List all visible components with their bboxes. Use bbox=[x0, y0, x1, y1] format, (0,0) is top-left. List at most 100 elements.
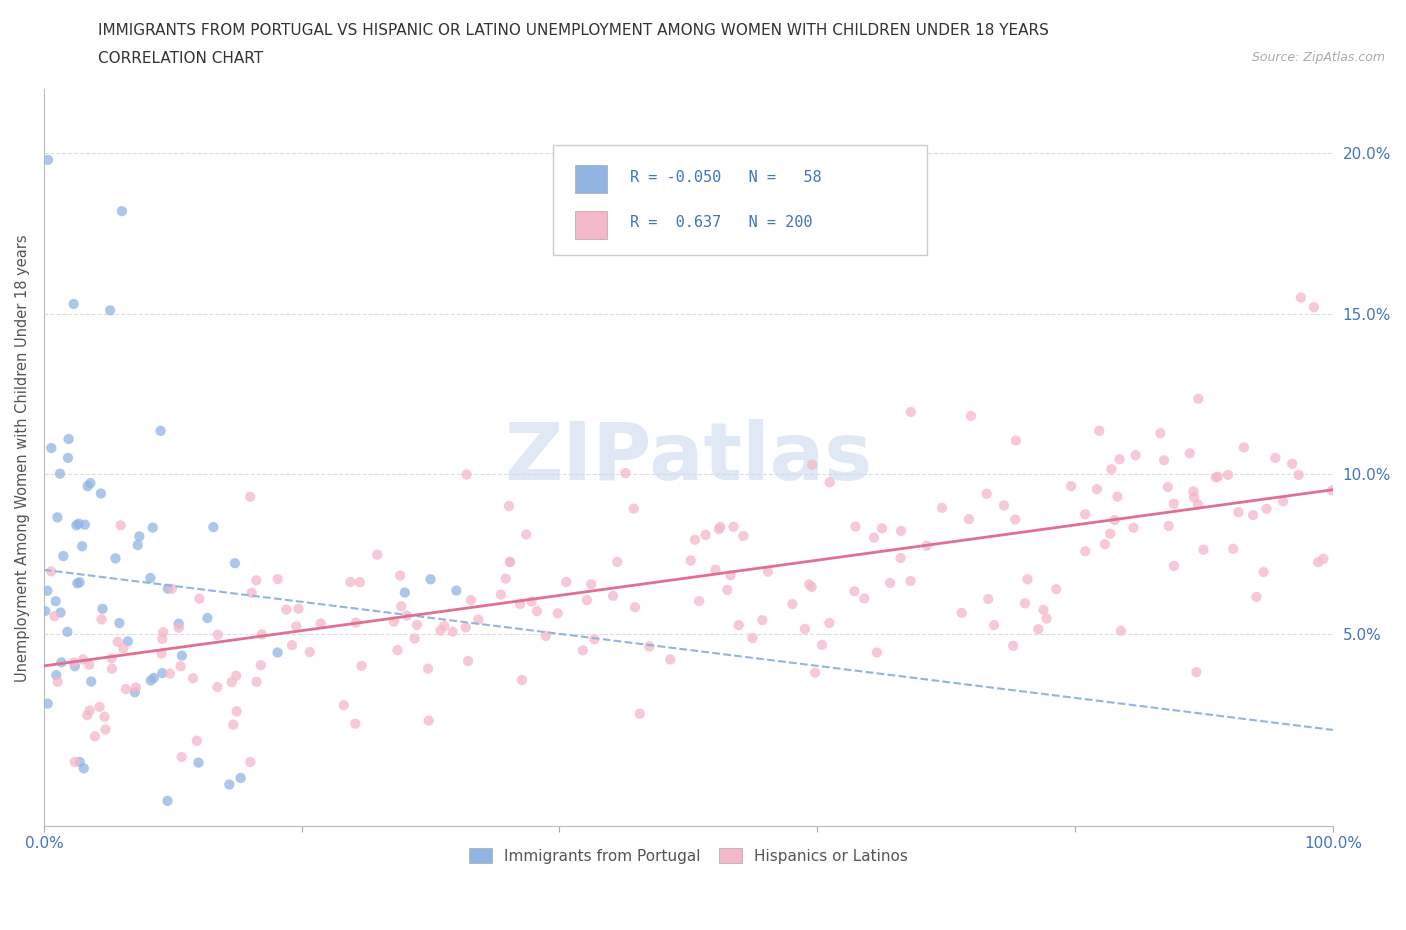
Point bbox=[495, 571, 517, 586]
Point bbox=[267, 572, 290, 587]
Point bbox=[977, 591, 1000, 606]
Point bbox=[1256, 501, 1278, 516]
Point bbox=[39, 564, 62, 578]
Point bbox=[90, 612, 112, 627]
Point bbox=[395, 608, 418, 623]
Point bbox=[782, 597, 804, 612]
Point bbox=[149, 423, 172, 438]
Point bbox=[890, 524, 912, 538]
Point bbox=[1302, 299, 1324, 314]
Point bbox=[389, 599, 412, 614]
Point bbox=[98, 303, 121, 318]
Point bbox=[709, 520, 731, 535]
Point bbox=[751, 613, 773, 628]
Point bbox=[526, 604, 548, 618]
Point bbox=[446, 583, 468, 598]
Point bbox=[1182, 484, 1205, 498]
Point bbox=[37, 583, 59, 598]
Point bbox=[406, 618, 429, 632]
Point bbox=[960, 408, 983, 423]
Point bbox=[62, 297, 84, 312]
Point bbox=[1163, 497, 1185, 512]
Point bbox=[1032, 603, 1054, 618]
FancyBboxPatch shape bbox=[553, 145, 927, 255]
Point bbox=[298, 644, 321, 659]
Point bbox=[150, 646, 173, 661]
Point bbox=[1192, 542, 1215, 557]
Point bbox=[900, 574, 922, 589]
Point bbox=[499, 554, 522, 569]
Point bbox=[34, 604, 56, 618]
Point bbox=[1157, 480, 1180, 495]
Point bbox=[46, 674, 69, 689]
Point bbox=[1108, 452, 1130, 467]
Point bbox=[1241, 508, 1264, 523]
Point bbox=[489, 587, 512, 602]
Point bbox=[170, 648, 193, 663]
Point bbox=[37, 697, 59, 711]
Point bbox=[1085, 482, 1108, 497]
Point bbox=[207, 680, 229, 695]
Point bbox=[52, 549, 75, 564]
Point bbox=[628, 707, 651, 722]
Point bbox=[76, 708, 98, 723]
Point bbox=[1153, 453, 1175, 468]
Point bbox=[188, 591, 211, 606]
Point bbox=[309, 616, 332, 631]
Text: CORRELATION CHART: CORRELATION CHART bbox=[98, 51, 263, 66]
Point bbox=[1017, 572, 1039, 587]
Point bbox=[181, 671, 204, 685]
Point bbox=[811, 637, 834, 652]
Point bbox=[94, 722, 117, 737]
Point bbox=[240, 586, 263, 601]
Point bbox=[276, 603, 298, 618]
Point bbox=[454, 620, 477, 635]
Point bbox=[156, 581, 179, 596]
Point bbox=[218, 777, 240, 792]
Point bbox=[1005, 433, 1028, 448]
Point bbox=[80, 674, 103, 689]
Point bbox=[866, 645, 889, 660]
Point bbox=[339, 575, 361, 590]
Point bbox=[1246, 590, 1268, 604]
Point bbox=[1149, 426, 1171, 441]
Point bbox=[879, 576, 901, 591]
Point bbox=[350, 658, 373, 673]
Point bbox=[993, 498, 1015, 512]
Point bbox=[756, 565, 779, 579]
Point bbox=[844, 519, 866, 534]
Point bbox=[90, 486, 112, 501]
Point bbox=[73, 761, 96, 776]
Point bbox=[281, 638, 304, 653]
Point bbox=[695, 527, 717, 542]
Point bbox=[583, 631, 606, 646]
Point bbox=[333, 698, 356, 712]
Point bbox=[1281, 457, 1303, 472]
Point bbox=[614, 466, 637, 481]
Point bbox=[49, 466, 72, 481]
Point bbox=[1014, 596, 1036, 611]
Point bbox=[160, 581, 183, 596]
Point bbox=[186, 734, 208, 749]
Point bbox=[1099, 526, 1122, 541]
Point bbox=[167, 617, 190, 631]
Point bbox=[65, 518, 87, 533]
Bar bbox=[575, 211, 607, 239]
Point bbox=[104, 551, 127, 565]
Point bbox=[801, 458, 824, 472]
Point bbox=[1107, 489, 1129, 504]
Point bbox=[159, 666, 181, 681]
Point bbox=[890, 551, 912, 565]
Point bbox=[793, 621, 815, 636]
Point bbox=[287, 601, 309, 616]
Point bbox=[1060, 479, 1083, 494]
Point bbox=[1088, 423, 1111, 438]
Point bbox=[221, 674, 243, 689]
Bar bbox=[575, 165, 607, 193]
Point bbox=[404, 631, 426, 646]
Point bbox=[245, 573, 267, 588]
Point bbox=[1074, 507, 1097, 522]
Point bbox=[366, 548, 388, 563]
Point bbox=[100, 651, 122, 666]
Point bbox=[225, 704, 247, 719]
